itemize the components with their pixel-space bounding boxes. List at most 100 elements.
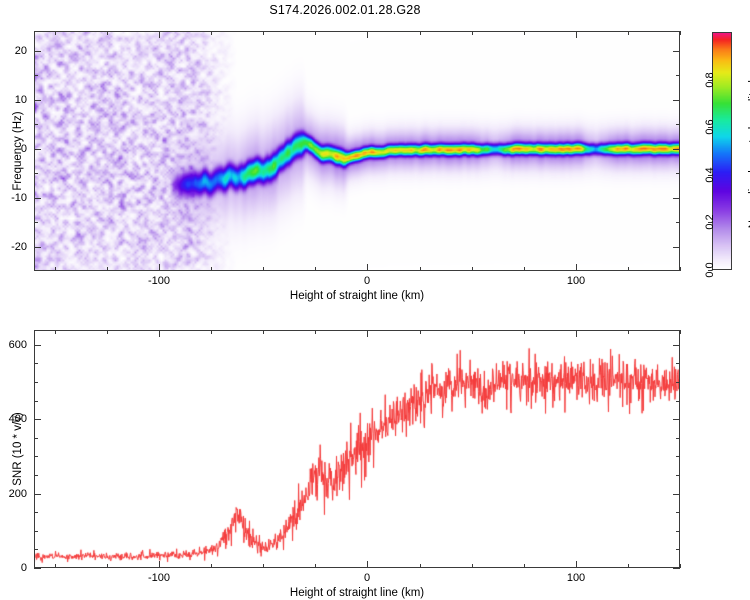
x-axis-tick: [628, 330, 629, 334]
page-title: S174.2026.002.01.28.G28: [269, 3, 421, 17]
spectrogram-x-axis-title: Height of straight line (km): [289, 290, 425, 302]
y-axis-tick: [34, 382, 38, 383]
y-axis-tick: [34, 568, 41, 569]
colorbar-tick: [708, 175, 712, 176]
x-axis-tick: [159, 330, 160, 337]
y-axis-tick: [673, 247, 680, 248]
y-axis-tick-label: -20: [11, 241, 27, 253]
y-axis-tick: [673, 198, 680, 199]
y-axis-tick: [34, 345, 41, 346]
y-axis-tick: [34, 100, 41, 101]
y-axis-tick: [34, 512, 38, 513]
snr-y-axis-title: SNR (10 * v/v): [12, 412, 24, 486]
y-axis-tick: [34, 149, 41, 150]
x-axis-tick: [263, 267, 264, 271]
y-axis-tick: [673, 345, 680, 346]
x-axis-tick: [315, 267, 316, 271]
x-axis-tick: [107, 31, 108, 35]
colorbar-tick: [708, 127, 712, 128]
y-axis-tick: [676, 363, 680, 364]
colorbar: [712, 32, 732, 270]
y-axis-tick: [676, 531, 680, 532]
y-axis-tick: [34, 475, 38, 476]
x-axis-tick: [628, 267, 629, 271]
x-axis-tick: [472, 31, 473, 35]
snr-trace: [34, 330, 680, 568]
colorbar-tick: [708, 222, 712, 223]
y-axis-tick: [676, 456, 680, 457]
colorbar-tick-label: 0.4: [704, 167, 716, 183]
y-axis-tick: [34, 173, 38, 174]
x-axis-tick: [472, 267, 473, 271]
x-axis-tick: [680, 330, 681, 334]
x-axis-tick: [211, 564, 212, 568]
y-axis-tick-label: 600: [8, 339, 27, 351]
y-axis-tick: [676, 124, 680, 125]
y-axis-tick: [673, 100, 680, 101]
x-axis-tick: [367, 31, 368, 38]
y-axis-tick: [673, 568, 680, 569]
x-axis-tick: [55, 31, 56, 35]
x-axis-tick-label: 100: [566, 572, 586, 584]
x-axis-tick: [367, 561, 368, 568]
y-axis-tick: [34, 247, 41, 248]
y-axis-tick-label: 20: [14, 45, 27, 57]
x-axis-tick: [420, 31, 421, 35]
x-axis-tick: [263, 564, 264, 568]
x-axis-tick: [472, 330, 473, 334]
x-axis-tick: [576, 264, 577, 271]
x-axis-tick: [211, 330, 212, 334]
colorbar-tick-label: 0.6: [704, 119, 716, 135]
x-axis-tick-label: 100: [566, 275, 586, 287]
x-axis-tick: [55, 330, 56, 334]
y-axis-tick: [676, 382, 680, 383]
y-axis-tick: [34, 363, 38, 364]
x-axis-tick: [524, 330, 525, 334]
colorbar-tick: [708, 270, 712, 271]
x-axis-tick: [524, 267, 525, 271]
x-axis-tick: [159, 561, 160, 568]
x-axis-tick: [315, 330, 316, 334]
y-axis-tick: [676, 549, 680, 550]
y-axis-tick: [34, 198, 41, 199]
y-axis-tick-label: 400: [8, 413, 27, 425]
colorbar-gradient: [712, 32, 732, 270]
x-axis-tick: [576, 330, 577, 337]
x-axis-tick: [524, 564, 525, 568]
y-axis-tick: [34, 75, 38, 76]
x-axis-tick-label: -100: [147, 275, 171, 287]
y-axis-tick: [34, 494, 41, 495]
y-axis-tick: [673, 51, 680, 52]
y-axis-tick: [676, 475, 680, 476]
y-axis-tick: [673, 419, 680, 420]
x-axis-tick: [576, 31, 577, 38]
x-axis-tick: [680, 564, 681, 568]
x-axis-tick: [576, 561, 577, 568]
x-axis-tick: [55, 267, 56, 271]
x-axis-tick: [315, 31, 316, 35]
x-axis-tick: [472, 564, 473, 568]
colorbar-tick-label: 0.2: [704, 214, 716, 230]
y-axis-tick: [34, 124, 38, 125]
y-axis-tick: [673, 494, 680, 495]
snr-panel: [34, 330, 680, 568]
x-axis-tick: [680, 267, 681, 271]
y-axis-tick: [34, 531, 38, 532]
x-axis-tick-label: 0: [363, 275, 371, 287]
y-axis-tick: [676, 512, 680, 513]
x-axis-tick: [211, 267, 212, 271]
y-axis-tick: [673, 149, 680, 150]
x-axis-tick: [159, 31, 160, 38]
y-axis-tick-label: 200: [8, 488, 27, 500]
y-axis-tick: [34, 51, 41, 52]
y-axis-tick: [34, 549, 38, 550]
x-axis-tick: [367, 264, 368, 271]
x-axis-tick: [628, 31, 629, 35]
x-axis-tick: [524, 31, 525, 35]
x-axis-tick: [107, 267, 108, 271]
x-axis-tick: [107, 330, 108, 334]
spectrogram-y-axis-title: Frequency (Hz): [12, 111, 24, 191]
y-axis-tick: [34, 438, 38, 439]
x-axis-tick: [211, 31, 212, 35]
